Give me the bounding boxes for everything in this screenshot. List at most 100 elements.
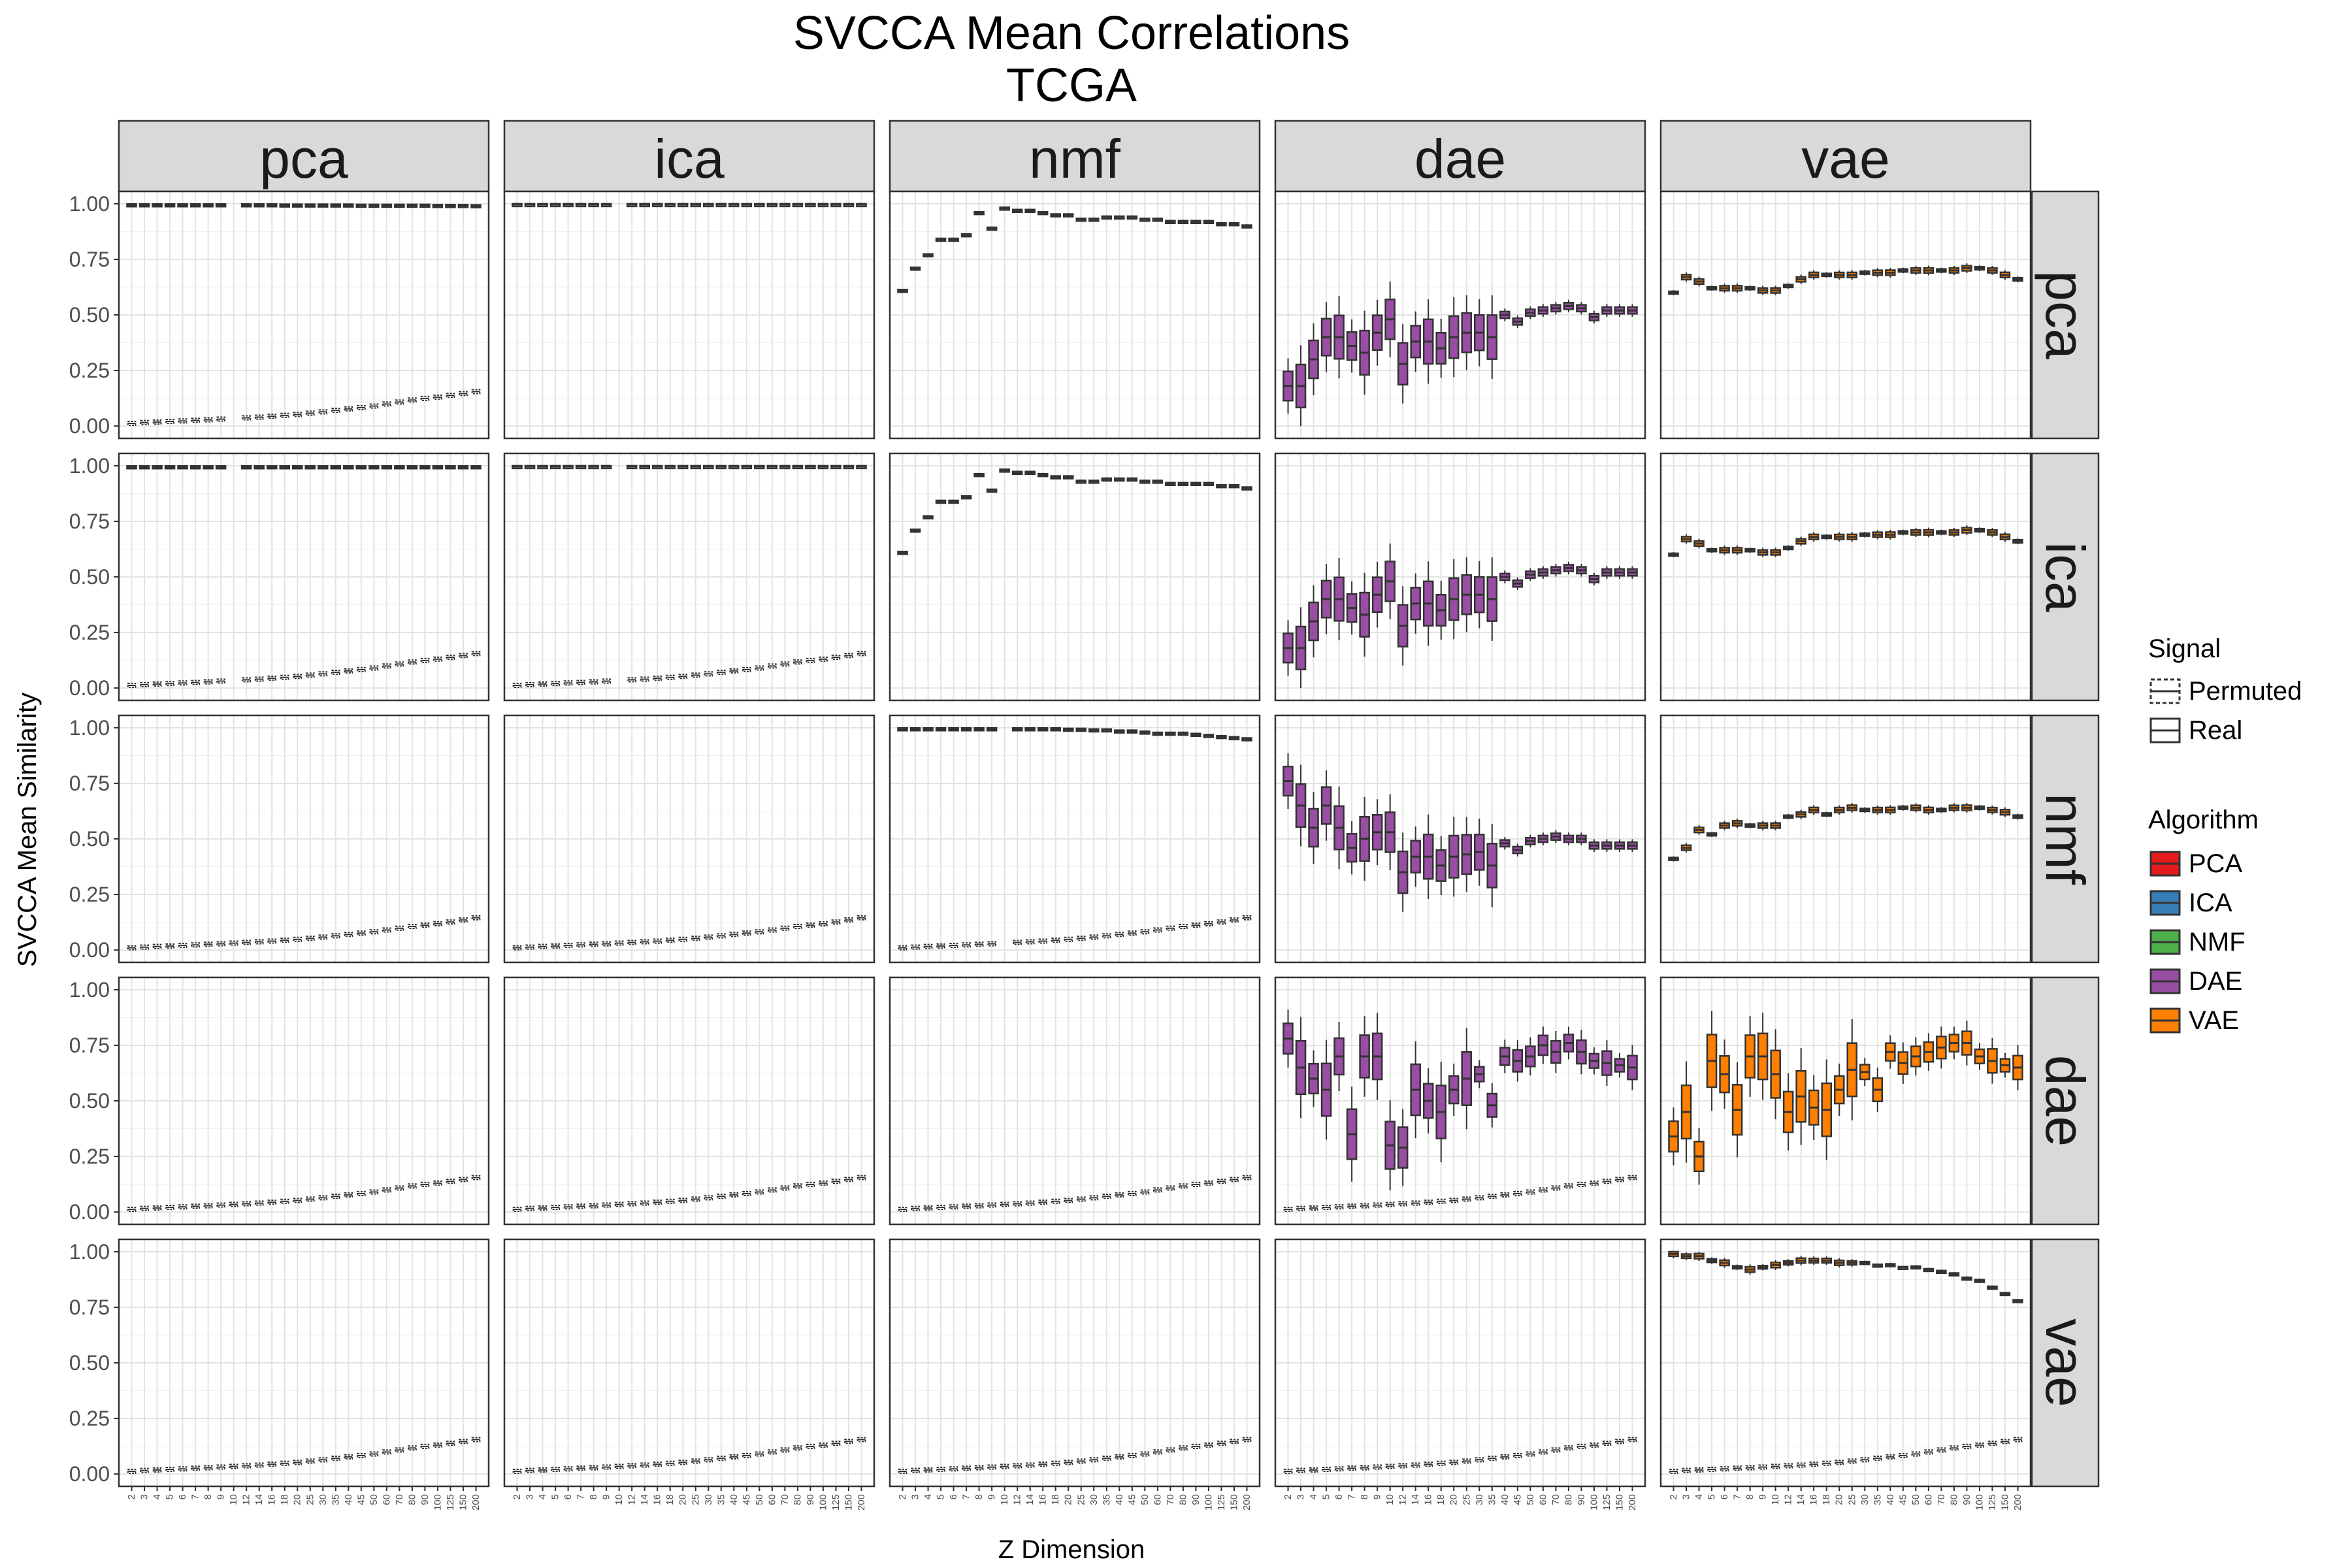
y-tick-label: 0.75 bbox=[69, 1034, 110, 1057]
x-tick-label: 40 bbox=[728, 1494, 740, 1505]
chart-subtitle: TCGA bbox=[1006, 59, 1137, 112]
x-tick-label: 80 bbox=[406, 1494, 417, 1505]
y-tick-label: 0.50 bbox=[69, 1351, 110, 1375]
x-tick-label: 18 bbox=[1435, 1494, 1446, 1505]
x-tick-label: 9 bbox=[216, 1494, 227, 1499]
row-strip bbox=[2031, 976, 2100, 1226]
x-tick-label: 80 bbox=[792, 1494, 803, 1505]
x-tick-label: 25 bbox=[1846, 1494, 1857, 1505]
panel-border bbox=[503, 976, 875, 1226]
x-tick-label: 10 bbox=[613, 1494, 625, 1505]
x-tick-label: 9 bbox=[987, 1494, 998, 1499]
panel-border bbox=[889, 190, 1261, 440]
legend-signal-label: Permuted bbox=[2189, 677, 2302, 706]
legend-signal-title: Signal bbox=[2148, 634, 2221, 663]
x-tick-label: 80 bbox=[1563, 1494, 1574, 1505]
x-tick-label: 5 bbox=[936, 1494, 947, 1499]
panel-border bbox=[1274, 452, 1646, 702]
y-tick-label: 0.75 bbox=[69, 510, 110, 533]
x-tick-label: 5 bbox=[1321, 1494, 1332, 1499]
y-tick-label: 0.50 bbox=[69, 1089, 110, 1113]
facet-panel-vae-pca: 0.000.250.500.751.002 3 4 5 6 7 8 9 10 12 14 16 18 20… bbox=[69, 1238, 490, 1511]
y-tick-label: 1.00 bbox=[69, 192, 110, 216]
x-tick-label: 60 bbox=[1923, 1494, 1934, 1505]
x-tick-label: 3 bbox=[1681, 1494, 1692, 1499]
x-tick-label: 9 bbox=[1757, 1494, 1769, 1499]
panel-border bbox=[503, 1238, 875, 1488]
x-tick-label: 18 bbox=[1050, 1494, 1061, 1505]
x-tick-label: 70 bbox=[779, 1494, 791, 1505]
y-tick-label: 0.50 bbox=[69, 303, 110, 327]
x-tick-label: 50 bbox=[1139, 1494, 1151, 1505]
row-strip-label: ica bbox=[2034, 542, 2096, 612]
x-tick-label: 8 bbox=[1359, 1494, 1370, 1499]
x-tick-label: 14 bbox=[1795, 1494, 1806, 1505]
x-tick-label: 35 bbox=[1486, 1494, 1497, 1505]
x-tick-label: 150 bbox=[1228, 1494, 1239, 1511]
x-tick-label: 50 bbox=[368, 1494, 380, 1505]
x-tick-label: 20 bbox=[678, 1494, 689, 1505]
facet-panel-pca-pca: 0.00 0.25 0.50 0.75 1.00 bbox=[69, 190, 490, 440]
x-tick-label: 150 bbox=[457, 1494, 468, 1511]
y-tick-label: 0.00 bbox=[69, 1462, 110, 1486]
x-tick-label: 200 bbox=[1241, 1494, 1252, 1511]
x-tick-label: 200 bbox=[856, 1494, 867, 1511]
x-tick-label: 12 bbox=[1012, 1494, 1023, 1505]
facet-panel-nmf-dae bbox=[1274, 714, 1646, 964]
x-tick-label: 3 bbox=[910, 1494, 921, 1499]
row-strip bbox=[2031, 714, 2100, 964]
x-tick-label: 3 bbox=[525, 1494, 536, 1499]
row-strip bbox=[2031, 1238, 2100, 1488]
x-tick-label: 14 bbox=[253, 1494, 265, 1505]
legend-algorithm-label: PCA bbox=[2189, 849, 2243, 878]
x-tick-label: 9 bbox=[1372, 1494, 1383, 1499]
x-tick-label: 30 bbox=[1859, 1494, 1870, 1505]
column-strip bbox=[118, 120, 490, 193]
column-strip-label: nmf bbox=[1029, 128, 1121, 189]
row-strip bbox=[2031, 452, 2100, 702]
column-strip bbox=[503, 120, 875, 193]
x-tick-label: 125 bbox=[1216, 1494, 1227, 1511]
x-tick-label: 8 bbox=[1744, 1494, 1756, 1499]
x-tick-label: 100 bbox=[1203, 1494, 1214, 1511]
x-tick-label: 6 bbox=[948, 1494, 959, 1499]
x-tick-label: 6 bbox=[1333, 1494, 1345, 1499]
x-tick-label: 6 bbox=[563, 1494, 574, 1499]
x-tick-label: 16 bbox=[267, 1494, 278, 1505]
y-tick-label: 0.75 bbox=[69, 772, 110, 795]
y-tick-label: 0.50 bbox=[69, 827, 110, 851]
x-tick-label: 45 bbox=[1897, 1494, 1908, 1505]
facet-panel-vae-ica: 2 3 4 5 6 7 8 9 10 12 14 16 18 20 25 30 35 40 45 50 60 70 80 90… bbox=[503, 1238, 875, 1511]
x-tick-label: 25 bbox=[1461, 1494, 1472, 1505]
x-tick-label: 10 bbox=[1384, 1494, 1396, 1505]
facet-panel-nmf-pca: 0.00 0.25 0.50 0.75 1.00 bbox=[69, 714, 490, 964]
facet-grid: pca ica nmf dae vaepcaicanmfdaevae0.000.250.… bbox=[69, 120, 2100, 1511]
y-tick-label: 0.00 bbox=[69, 676, 110, 700]
x-tick-label: 35 bbox=[1872, 1494, 1883, 1505]
facet-panel-nmf-vae bbox=[1659, 714, 2032, 964]
facet-panel-dae-pca: 0.00 0.25 0.50 0.75 1.00 bbox=[69, 976, 490, 1226]
x-tick-label: 35 bbox=[715, 1494, 727, 1505]
panel-border bbox=[503, 190, 875, 440]
x-tick-label: 20 bbox=[1834, 1494, 1845, 1505]
y-axis-title: SVCCA Mean Similarity bbox=[13, 693, 42, 967]
x-tick-label: 5 bbox=[550, 1494, 561, 1499]
x-tick-label: 150 bbox=[843, 1494, 854, 1511]
x-tick-label: 35 bbox=[330, 1494, 341, 1505]
x-tick-label: 2 bbox=[1668, 1494, 1679, 1499]
x-tick-label: 50 bbox=[754, 1494, 765, 1505]
x-tick-label: 60 bbox=[381, 1494, 392, 1505]
x-tick-label: 14 bbox=[639, 1494, 650, 1505]
x-tick-label: 125 bbox=[1987, 1494, 1998, 1511]
x-tick-label: 150 bbox=[1999, 1494, 2010, 1511]
x-tick-label: 90 bbox=[1961, 1494, 1972, 1505]
x-tick-label: 4 bbox=[537, 1494, 548, 1499]
x-tick-label: 20 bbox=[1063, 1494, 1074, 1505]
panel-border bbox=[1659, 1238, 2032, 1488]
x-tick-label: 70 bbox=[394, 1494, 405, 1505]
panel-border bbox=[889, 714, 1261, 964]
column-strip-label: pca bbox=[259, 128, 348, 189]
facet-panel-vae-nmf: 2 3 4 5 6 7 8 9 10 12 14 16 18 20 25 30 35 40 45 50 60 70 80 90… bbox=[889, 1238, 1261, 1511]
x-tick-label: 90 bbox=[1190, 1494, 1201, 1505]
